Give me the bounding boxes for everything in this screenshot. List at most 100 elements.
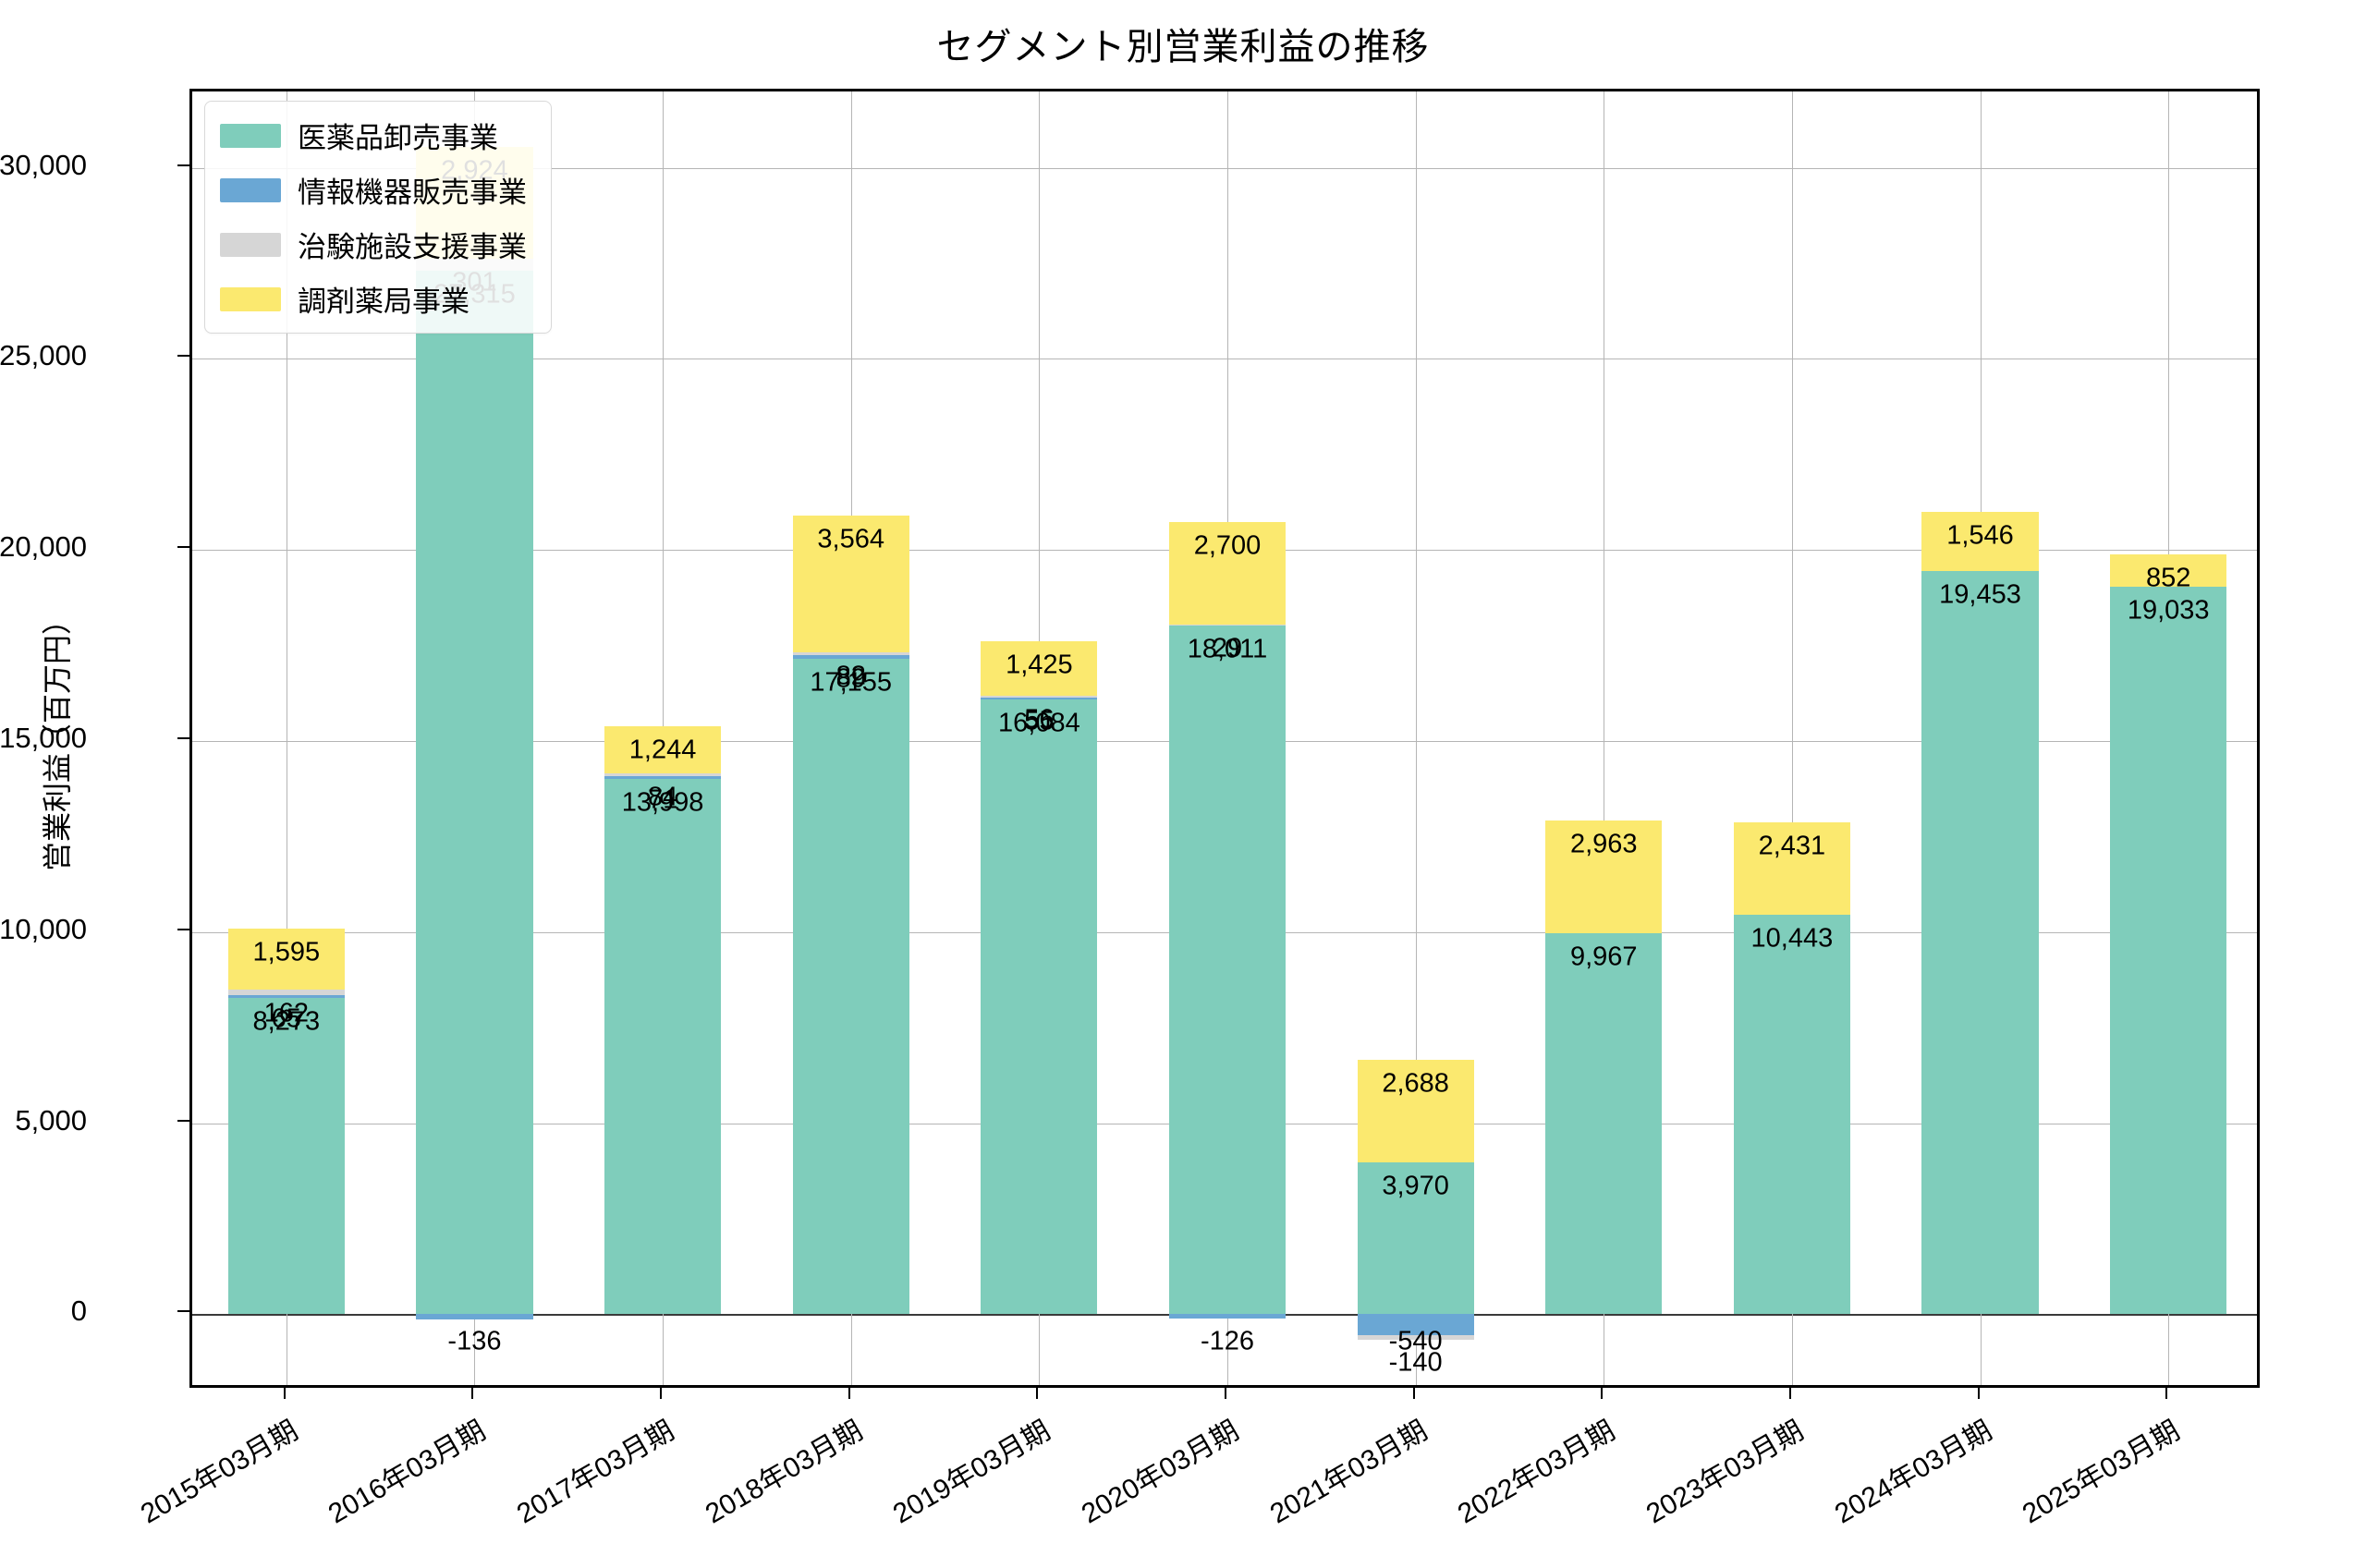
x-axis-tick-label: 2025年03月期 [2018,1415,2186,1530]
y-axis-tick-mark [177,546,189,549]
bar-group[interactable] [227,91,345,1385]
bar-value-label: 55 [1024,706,1055,736]
y-axis-tick-mark [177,1310,189,1313]
bar-segment[interactable] [1168,521,1287,626]
bar-segment[interactable] [1168,625,1287,626]
bar-value-label: 19,453 [1939,579,2021,610]
bar-segment[interactable] [1921,511,2039,571]
bar-value-label: 56 [1024,704,1055,735]
bar-segment[interactable] [1921,570,2039,1315]
bar-segment[interactable] [1168,626,1287,1315]
y-axis-tick-label: 20,000 [0,530,87,564]
x-axis-tick-mark [1036,1388,1039,1399]
bar-segment[interactable] [981,697,1098,700]
bar-segment[interactable] [792,516,909,652]
bar-segment[interactable] [604,779,722,1315]
bar-segment[interactable] [981,640,1098,696]
gridline-vertical [1415,91,1417,1385]
bar-segment[interactable] [604,776,722,780]
x-axis-tick-mark [471,1388,474,1399]
bar-segment[interactable] [792,655,909,659]
x-axis-tick-mark [1788,1388,1791,1399]
bar-segment[interactable] [2110,587,2227,1315]
bar-segment[interactable] [1733,915,1851,1315]
bar-value-label: 19,033 [2127,595,2210,626]
y-axis-tick-label: 5,000 [15,1103,87,1136]
y-axis-tick-mark [177,737,189,739]
y-axis-tick-label: 0 [70,1295,87,1328]
bar-group[interactable] [604,91,722,1385]
x-axis-tick-label: 2017年03月期 [511,1415,680,1530]
legend-item[interactable]: 情報機器販売事業 [220,169,527,211]
y-axis-tick-mark [177,928,189,930]
gridline-vertical [1791,91,1793,1385]
bar-value-label: 1,546 [1946,520,2014,551]
bar-value-label: 84 [647,782,678,812]
bar-value-label: 89 [835,663,866,694]
x-axis-tick-mark [2165,1388,2168,1399]
bar-segment[interactable] [1357,1162,1474,1315]
bar-group[interactable] [1545,91,1663,1385]
y-axis-tick-label: 25,000 [0,339,87,372]
bar-value-label: 10,443 [1750,923,1834,954]
bar-value-label: 2,700 [1193,530,1262,561]
x-axis-tick-label: 2019年03月期 [888,1415,1056,1530]
bar-value-label: 29 [1212,633,1243,663]
legend-item[interactable]: 治験施設支援事業 [220,224,527,265]
bar-group[interactable] [1921,91,2039,1385]
legend-label: 情報機器販売事業 [298,176,527,209]
x-axis-tick-label: 2022年03月期 [1453,1415,1621,1530]
bar-value-label: 852 [2145,563,2191,593]
bar-value-label: 65 [271,1003,301,1034]
bar-segment[interactable] [416,270,533,1315]
y-axis-tick-mark [177,1119,189,1122]
bar-segment[interactable] [416,1314,533,1319]
bar-group[interactable] [1168,91,1287,1385]
bar-segment[interactable] [1357,1334,1474,1341]
bar-value-label: 16,084 [998,708,1080,738]
y-axis-tick-label: 10,000 [0,912,87,945]
bar-segment[interactable] [227,995,345,999]
y-axis-tick-mark [177,355,189,358]
legend-item[interactable]: 調剤薬局事業 [220,278,527,320]
x-axis-tick-mark [1412,1388,1415,1399]
bar-value-label: -136 [447,1326,502,1356]
bar-segment[interactable] [2110,553,2227,588]
bar-segment[interactable] [792,658,909,1315]
bar-segment[interactable] [1168,1314,1287,1319]
bar-value-label: 2,963 [1569,829,1638,859]
bar-segment[interactable] [1357,1314,1474,1335]
bar-segment[interactable] [604,773,722,777]
bar-segment[interactable] [1733,821,1851,916]
bar-segment[interactable] [604,725,722,774]
bar-segment[interactable] [1357,1059,1474,1163]
x-axis-tick-mark [1225,1388,1226,1399]
bar-group[interactable] [2110,91,2227,1385]
bar-segment[interactable] [227,928,345,990]
legend-swatch-icon [220,123,281,148]
plot-area: 8,273651621,59527,315-1363012,92413,9987… [189,89,2260,1388]
legend-label: 調剤薬局事業 [298,286,470,318]
y-axis-tick-mark [177,164,189,166]
legend-label: 治験施設支援事業 [298,231,527,263]
bar-group[interactable] [1733,91,1851,1385]
x-axis-tick-label: 2016年03月期 [323,1415,492,1530]
bar-value-label: 8,273 [252,1006,321,1037]
x-axis-tick-mark [283,1388,286,1399]
bar-segment[interactable] [227,998,345,1315]
bar-segment[interactable] [981,699,1098,1315]
bar-segment[interactable] [1545,820,1663,934]
x-axis-tick-label: 2024年03月期 [1829,1415,1997,1530]
legend-swatch-icon [220,286,281,311]
bar-segment[interactable] [1545,933,1663,1315]
bar-group[interactable] [792,91,909,1385]
bar-group[interactable] [981,91,1098,1385]
legend-item[interactable]: 医薬品卸売事業 [220,115,527,156]
bar-segment[interactable] [227,989,345,996]
bar-segment[interactable] [981,695,1098,698]
y-axis-tick-label: 15,000 [0,722,87,754]
bar-group[interactable] [1357,91,1474,1385]
x-axis-tick-mark [848,1388,850,1399]
bar-segment[interactable] [792,651,909,656]
chart-title: セグメント別営業利益の推移 [936,27,1430,67]
